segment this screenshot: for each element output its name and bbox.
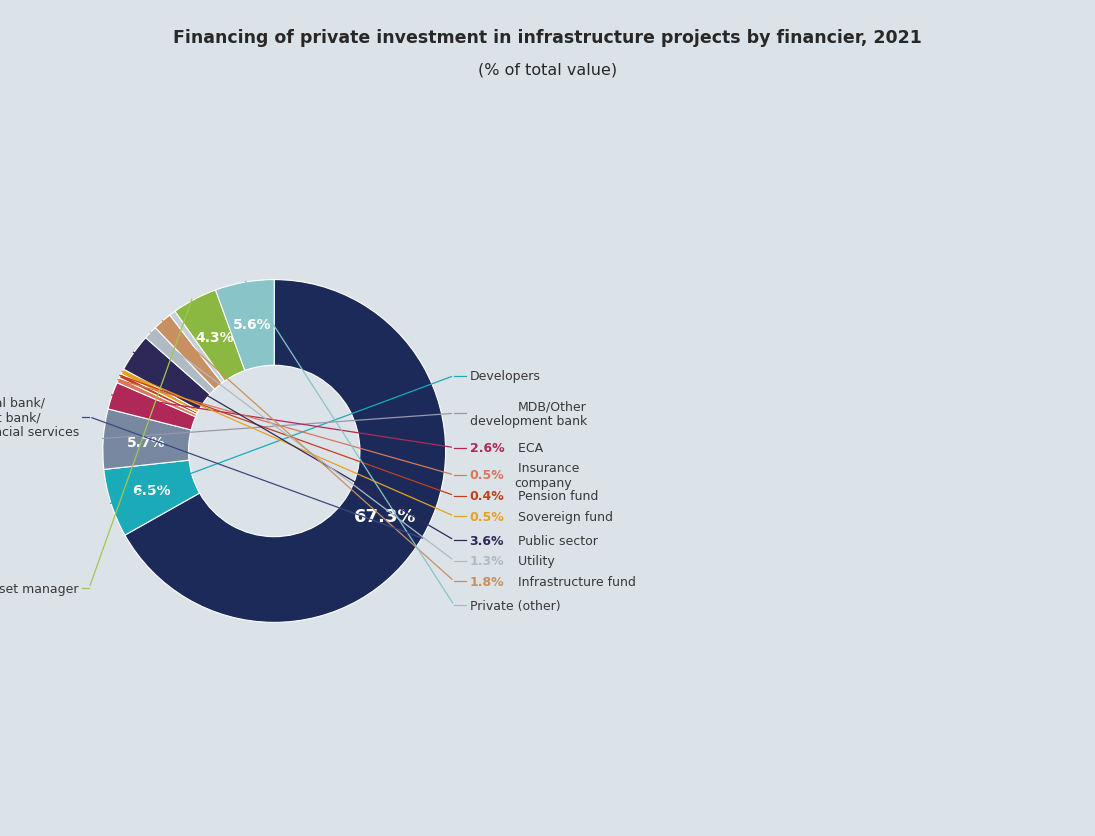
Text: Utility: Utility (515, 554, 555, 568)
Text: 2.6%: 2.6% (470, 441, 504, 455)
Wedge shape (125, 280, 446, 623)
Wedge shape (122, 370, 199, 413)
Text: Developers: Developers (470, 370, 541, 383)
Text: ECA: ECA (515, 441, 543, 455)
Text: 1.3%: 1.3% (470, 554, 504, 568)
Wedge shape (103, 410, 192, 470)
Text: 0.5%: 0.5% (470, 469, 505, 482)
Text: Asset manager: Asset manager (0, 582, 79, 595)
Text: 4.3%: 4.3% (195, 331, 233, 344)
Text: 0.5%: 0.5% (470, 510, 505, 523)
Wedge shape (108, 383, 196, 431)
Text: (% of total value): (% of total value) (477, 63, 618, 78)
Text: 5.6%: 5.6% (232, 318, 272, 332)
Text: Public sector: Public sector (515, 534, 598, 547)
Wedge shape (155, 316, 222, 390)
Wedge shape (119, 375, 198, 415)
Text: 0.4%: 0.4% (470, 489, 505, 502)
Wedge shape (117, 379, 197, 417)
Wedge shape (216, 280, 274, 371)
Text: 3.6%: 3.6% (470, 534, 504, 547)
Wedge shape (104, 461, 199, 536)
Text: Infrastructure fund: Infrastructure fund (515, 575, 636, 588)
Text: MDB/Other
development bank: MDB/Other development bank (470, 400, 587, 428)
Text: Pension fund: Pension fund (515, 489, 599, 502)
Wedge shape (175, 291, 245, 382)
Text: Private (other): Private (other) (470, 599, 561, 612)
Wedge shape (170, 312, 224, 384)
Text: 67.3%: 67.3% (354, 507, 416, 525)
Text: Insurance
company: Insurance company (515, 461, 579, 489)
Text: 1.8%: 1.8% (470, 575, 504, 588)
Text: Commercial bank/
Investment bank/
Other financial services: Commercial bank/ Investment bank/ Other … (0, 395, 79, 439)
Text: Financing of private investment in infrastructure projects by financier, 2021: Financing of private investment in infra… (173, 29, 922, 48)
Text: 6.5%: 6.5% (132, 484, 171, 497)
Text: Sovereign fund: Sovereign fund (515, 510, 613, 523)
Wedge shape (146, 329, 215, 395)
Wedge shape (124, 339, 210, 410)
Text: 5.7%: 5.7% (127, 436, 165, 450)
